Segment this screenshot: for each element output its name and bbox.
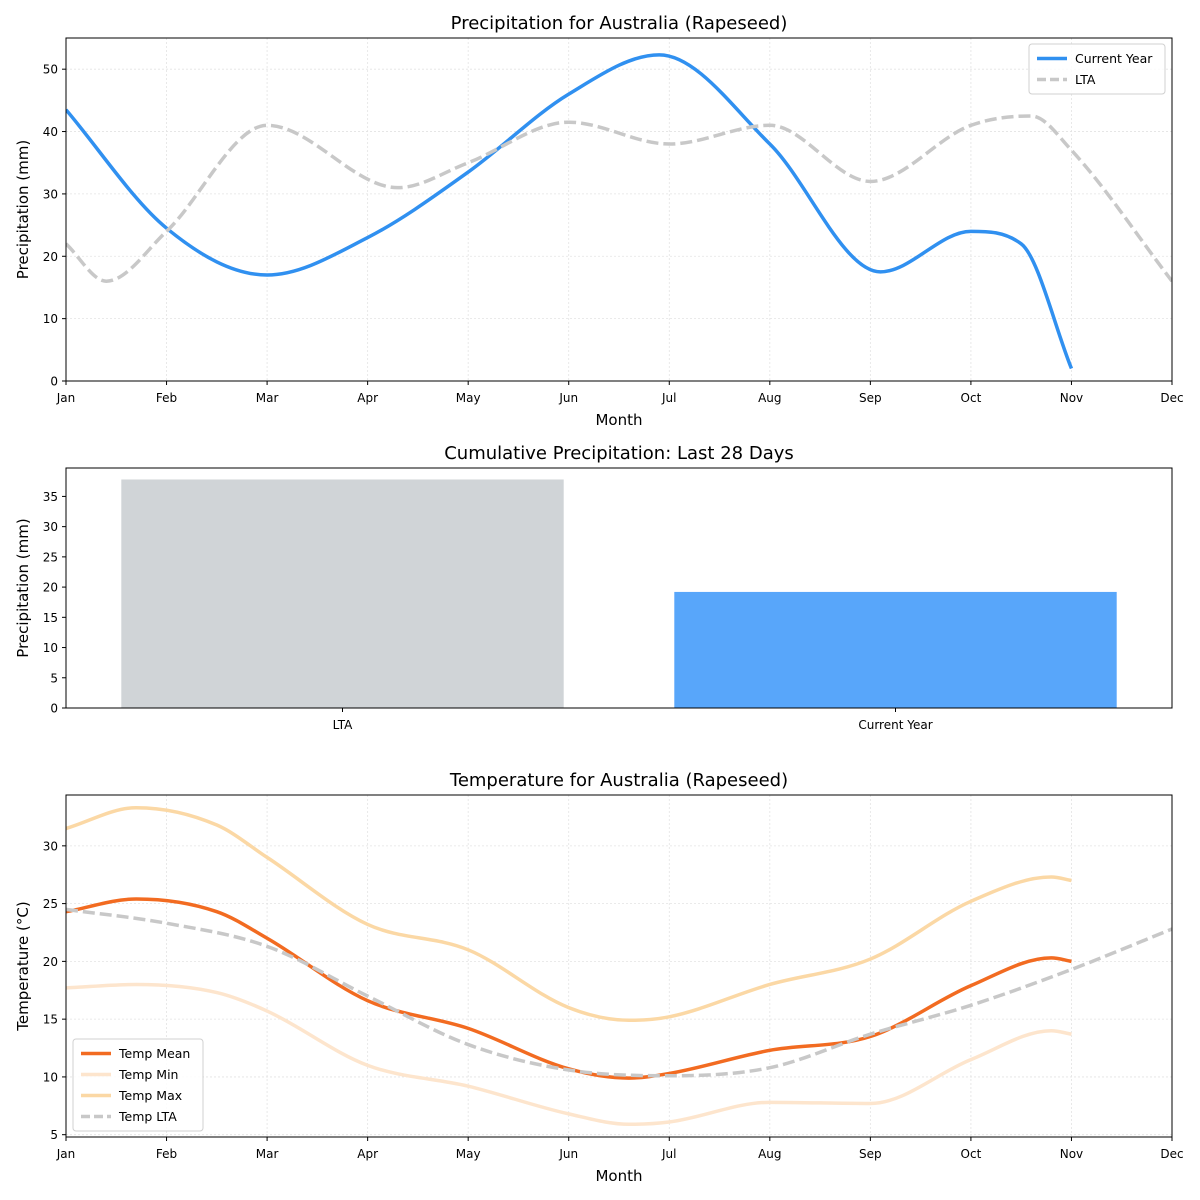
legend-label: Temp LTA <box>118 1109 177 1124</box>
legend-box <box>72 1038 204 1132</box>
x-tick-label: Aug <box>758 391 781 405</box>
legend-label: LTA <box>1075 72 1096 87</box>
x-tick-label: Sep <box>859 1147 882 1161</box>
y-tick-label: 25 <box>43 550 58 564</box>
y-tick-label: 10 <box>43 641 58 655</box>
y-tick-label: 30 <box>43 187 58 201</box>
bar-current-year <box>674 591 1117 708</box>
x-tick-label: Nov <box>1060 1147 1083 1161</box>
y-tick-label: 50 <box>43 63 58 77</box>
chart-title: Temperature for Australia (Rapeseed) <box>449 770 788 791</box>
y-tick-label: 10 <box>43 312 58 326</box>
plot-frame-2 <box>65 794 1173 1138</box>
x-tick-label: Oct <box>961 391 982 405</box>
x-tick-label: Sep <box>859 391 882 405</box>
y-tick-label: 0 <box>50 375 58 389</box>
x-tick-label: Feb <box>156 391 177 405</box>
series-group <box>66 53 1172 370</box>
y-tick-label: 10 <box>43 1070 58 1084</box>
x-tick-label: Mar <box>256 1147 279 1161</box>
x-axis-label: Month <box>595 411 642 429</box>
legend-label: Temp Mean <box>118 1046 190 1061</box>
legend: Temp Mean Temp Min Temp Max Temp LTA <box>72 1038 204 1132</box>
x-tick-label: Mar <box>256 391 279 405</box>
x-axis-label: Month <box>595 1167 642 1185</box>
chart-title: Precipitation for Australia (Rapeseed) <box>451 13 788 34</box>
series-line-lta <box>66 114 1172 283</box>
x-tick-label: Current Year <box>858 718 932 732</box>
y-axis-label: Temperature (°C) <box>14 901 32 1031</box>
x-tick-label: LTA <box>333 718 353 732</box>
y-tick-label: 20 <box>43 581 58 595</box>
x-tick-label: Jan <box>56 1147 76 1161</box>
legend: Current Year LTA <box>1028 43 1166 95</box>
x-tick-label: Feb <box>156 1147 177 1161</box>
y-axis-label: Precipitation (mm) <box>14 518 32 657</box>
x-tick-label: May <box>456 391 481 405</box>
y-axis-label: Precipitation (mm) <box>14 140 32 279</box>
y-tick-label: 15 <box>43 611 58 625</box>
series-line-temp-max <box>66 805 1072 1023</box>
x-tick-label: Dec <box>1160 391 1183 405</box>
plot-frame-0 <box>65 37 1173 382</box>
x-tick-label: May <box>456 1147 481 1161</box>
y-tick-label: 25 <box>43 897 58 911</box>
series-line-temp-lta <box>66 907 1172 1078</box>
x-tick-label: Aug <box>758 1147 781 1161</box>
x-tick-label: Jun <box>558 391 578 405</box>
y-tick-label: 30 <box>43 520 58 534</box>
bar-lta <box>121 479 564 708</box>
chart-title: Cumulative Precipitation: Last 28 Days <box>444 443 794 464</box>
series-line-temp-min <box>66 982 1072 1127</box>
y-tick-label: 0 <box>50 702 58 716</box>
x-tick-label: Jan <box>56 391 76 405</box>
y-tick-label: 35 <box>43 490 58 504</box>
y-tick-label: 40 <box>43 125 58 139</box>
y-tick-label: 5 <box>50 671 58 685</box>
y-tick-label: 30 <box>43 839 58 853</box>
y-tick-label: 20 <box>43 955 58 969</box>
plot-frame-1 <box>65 467 1173 709</box>
x-tick-label: Oct <box>961 1147 982 1161</box>
y-tick-label: 15 <box>43 1013 58 1027</box>
series-group <box>66 805 1172 1127</box>
legend-box <box>1028 43 1166 95</box>
x-tick-label: Jul <box>661 1147 676 1161</box>
legend-label: Temp Min <box>118 1067 178 1082</box>
legend-label: Temp Max <box>118 1088 182 1103</box>
x-tick-label: Apr <box>357 1147 378 1161</box>
x-tick-label: Apr <box>357 391 378 405</box>
series-line-current-year <box>66 53 1074 370</box>
x-tick-label: Nov <box>1060 391 1083 405</box>
y-tick-label: 5 <box>50 1128 58 1142</box>
series-line-temp-mean <box>66 897 1072 1080</box>
x-tick-label: Jul <box>661 391 676 405</box>
legend-label: Current Year <box>1075 51 1153 66</box>
y-tick-label: 20 <box>43 250 58 264</box>
x-tick-label: Jun <box>558 1147 578 1161</box>
x-tick-label: Dec <box>1160 1147 1183 1161</box>
